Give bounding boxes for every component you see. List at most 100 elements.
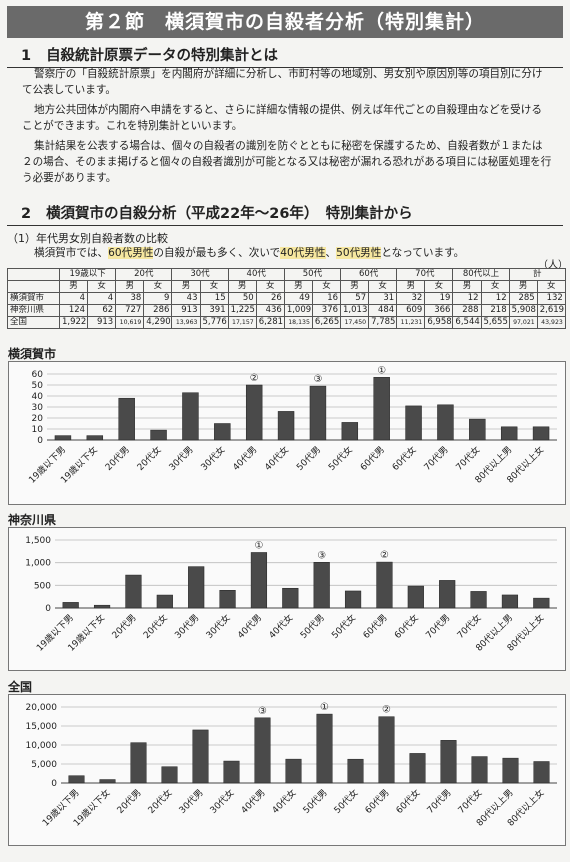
bar	[54, 435, 72, 441]
bar	[439, 580, 456, 609]
table-cell: 5,908	[508, 304, 538, 317]
table-cell: 13,963	[171, 316, 201, 329]
bar	[223, 760, 240, 784]
table-cell: 1,922	[58, 316, 89, 329]
age-header: 50代	[283, 268, 342, 281]
bar	[214, 423, 231, 441]
x-tick-label: 60代女	[389, 444, 418, 473]
table-cell: 218	[480, 304, 510, 317]
table-cell: 436	[255, 304, 285, 317]
paragraph-1: 警察庁の「自殺統計原票」を内閣府が詳細に分析し、市町村等の地域別、男女別や原因別…	[22, 68, 543, 96]
x-tick-label: 30代男	[177, 787, 206, 816]
bar	[533, 597, 550, 609]
suicide-stats-table: 19歳以下 20代 30代 40代 50代 60代 70代 80代以上計男女男女男女男女男女男…	[7, 268, 566, 329]
y-tick-label: 20	[32, 414, 44, 424]
highlight-60s-male: 60代男性	[108, 247, 154, 259]
table-cell: 376	[311, 304, 342, 317]
bar	[254, 717, 271, 784]
table-cell: 727	[115, 304, 145, 317]
sex-header-female: 女	[199, 280, 229, 293]
bar	[470, 591, 487, 609]
bar	[93, 604, 111, 609]
y-tick-label: 0	[51, 779, 57, 789]
table-cell: 286	[143, 304, 173, 317]
table-cell: 609	[396, 304, 426, 317]
sex-header-male: 男	[396, 280, 426, 293]
section-2-title-a: 横須賀市の自殺分析	[46, 206, 177, 222]
y-tick-label: 0	[45, 604, 51, 614]
x-tick-label: 40代男	[231, 444, 260, 473]
bar	[316, 713, 333, 784]
x-tick-label: 30代男	[173, 612, 202, 641]
bar	[533, 761, 550, 784]
sex-header-male: 男	[227, 280, 257, 293]
table-cell: 5,776	[199, 316, 229, 329]
table-cell: 913	[87, 316, 117, 329]
table-cell: 285	[508, 292, 538, 305]
bar	[99, 779, 116, 784]
rank-marker: ①	[254, 540, 263, 551]
bar	[192, 729, 209, 784]
bar	[86, 435, 104, 441]
table-cell: 17,450	[340, 316, 370, 329]
table-row: 全国 1,922 913 10,619 4,290 13,963 5,776 17,157 6,…	[7, 316, 566, 329]
sex-header-male: 男	[452, 280, 482, 293]
y-tick-label: 30	[32, 403, 44, 413]
x-tick-label: 50代男	[294, 444, 323, 473]
table-cell: 124	[58, 304, 89, 317]
bar	[219, 590, 236, 609]
section-2-title-c: 特別集計から	[325, 206, 413, 222]
section-1-heading: 1 自殺統計原票データの特別集計とは	[7, 44, 563, 68]
table-cell: 43,923	[536, 316, 566, 329]
bar	[373, 377, 390, 441]
highlight-40s-male: 40代男性	[280, 247, 326, 259]
sex-header-female: 女	[255, 280, 285, 293]
table-row: 横須賀市 4 4 38 9 43 15 50 26 49 16 57 31 32 19 12 12 285 132	[7, 292, 566, 305]
section-1-number: 1	[20, 48, 32, 64]
x-tick-label: 20代男	[115, 787, 144, 816]
age-header: 30代	[171, 268, 229, 281]
paragraph-3: 集計結果を公表する場合は、個々の自殺者の識別を防ぐとともに秘密を保護するため、自…	[22, 140, 552, 184]
bar	[437, 404, 454, 441]
table-cell: 18,135	[283, 316, 313, 329]
y-tick-label: 50	[32, 381, 44, 391]
row-label: 横須賀市	[7, 292, 60, 305]
table-cell: 288	[452, 304, 482, 317]
x-tick-label: 50代女	[331, 787, 360, 816]
x-tick-label: 70代女	[453, 444, 482, 473]
y-tick-label: 40	[32, 392, 44, 402]
bar	[125, 574, 142, 609]
table-cell: 9	[143, 292, 173, 305]
x-tick-label: 60代男	[361, 612, 390, 641]
x-tick-label: 70代男	[422, 444, 451, 473]
table-cell: 50	[227, 292, 257, 305]
bar	[500, 426, 518, 441]
sex-header-female: 女	[311, 280, 342, 293]
table-cell: 6,544	[452, 316, 482, 329]
x-tick-label: 50代女	[329, 612, 358, 641]
sex-header-male: 男	[115, 280, 145, 293]
summary-text-2: の自殺が最も多く、次いで	[153, 247, 281, 259]
sex-header-female: 女	[536, 280, 566, 293]
sex-header-female: 女	[87, 280, 117, 293]
x-tick-label: 70代男	[424, 612, 453, 641]
age-header: 80代以上	[452, 268, 510, 281]
chart-title-yokosuka: 横須賀市	[8, 347, 57, 361]
table-cell: 5,655	[480, 316, 510, 329]
y-tick-label: 500	[34, 581, 51, 591]
chart-national: 0 5,000 10,000 15,000 20,000 19歳以下男 19歳以下女 20代男…	[8, 694, 566, 846]
table-corner	[7, 268, 60, 281]
bar	[282, 587, 299, 609]
x-tick-label: 60代男	[358, 444, 387, 473]
x-tick-label: 50代女	[326, 444, 355, 473]
table-cell: 6,281	[255, 316, 285, 329]
table-cell: 32	[396, 292, 426, 305]
x-tick-label: 20代女	[145, 787, 174, 816]
table-cell: 15	[199, 292, 229, 305]
table-cell: 132	[536, 292, 566, 305]
y-tick-label: 20,000	[26, 703, 58, 713]
x-tick-label: 30代男	[167, 444, 196, 473]
table-cell: 43	[171, 292, 201, 305]
y-tick-label: 60	[32, 370, 44, 380]
sex-header-male: 男	[58, 280, 89, 293]
